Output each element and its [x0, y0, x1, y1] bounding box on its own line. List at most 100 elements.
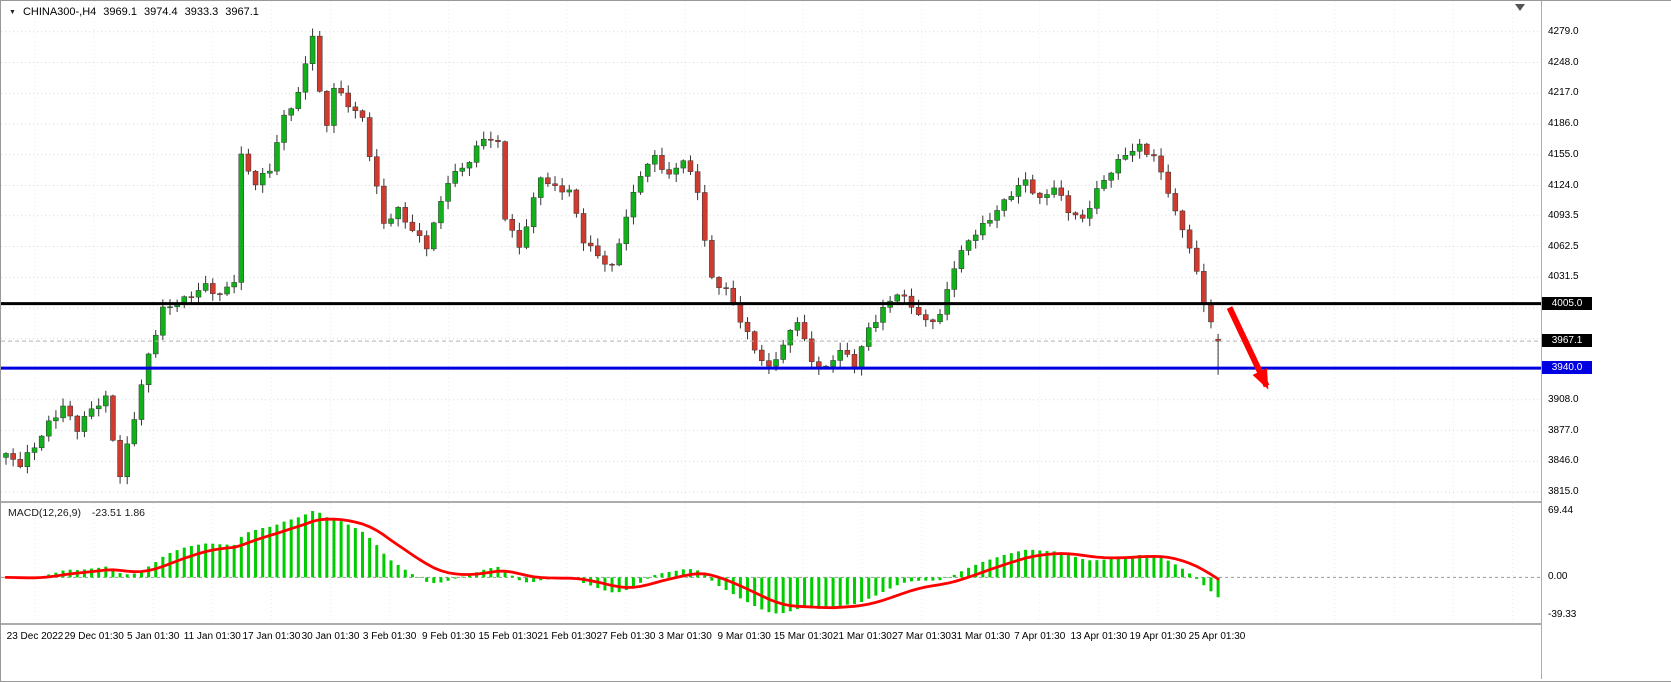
candle [1158, 155, 1164, 173]
candle [509, 218, 515, 231]
candle [345, 92, 351, 108]
symbol-marker-icon: ▼ [9, 8, 16, 16]
time-label: 7 Apr 01:30 [1014, 631, 1066, 642]
time-label: 17 Jan 01:30 [242, 631, 301, 642]
candle [616, 243, 622, 266]
price-plot[interactable] [1, 1, 1541, 501]
main-price-pane[interactable]: ▼ CHINA300-,H4 3969.1 3974.4 3933.3 3967… [1, 1, 1541, 501]
candle [281, 114, 287, 143]
candle [880, 307, 886, 323]
price-tick-label: 4248.0 [1548, 56, 1579, 68]
candle [24, 452, 31, 468]
candle [31, 447, 38, 453]
candle [1186, 229, 1193, 249]
pane-separator[interactable] [1, 501, 1670, 503]
candle [388, 218, 394, 224]
time-label: 9 Feb 01:30 [422, 631, 476, 642]
candle [716, 277, 722, 288]
candle [74, 415, 81, 432]
candle [1094, 188, 1100, 209]
time-label: 11 Jan 01:30 [183, 631, 241, 642]
candle [295, 91, 302, 109]
macd-tick-label: 0.00 [1548, 571, 1568, 583]
price-axis[interactable]: 4279.0 4248.0 4217.0 4186.0 4155.0 4124.0 4093… [1541, 1, 1671, 679]
candle [980, 222, 986, 236]
macd-tick-label: 69.44 [1548, 505, 1574, 516]
time-label: 3 Mar 01:30 [658, 631, 712, 642]
candle [160, 306, 166, 336]
candle [1065, 195, 1072, 214]
symbol-period-label: CHINA300-,H4 [22, 6, 97, 18]
macd-tick-label: -39.33 [1548, 609, 1577, 620]
candle [359, 110, 366, 118]
macd-histogram [11, 511, 1220, 614]
candle [495, 140, 501, 142]
candle [124, 443, 130, 478]
candle [1144, 143, 1150, 155]
macd-indicator-label: MACD(12,26,9) -23.51 1.86 [8, 507, 145, 519]
candle [1022, 179, 1029, 186]
candle [609, 263, 615, 266]
candle [302, 63, 309, 93]
time-label: 15 Mar 01:30 [773, 631, 833, 642]
price-tick-label: 4186.0 [1548, 118, 1579, 130]
time-axis[interactable]: 23 Dec 2022 29 Dec 01:30 5 Jan 01:30 11 Jan… [1, 625, 1541, 653]
trend-arrow[interactable] [1226, 306, 1270, 390]
candle [416, 230, 423, 236]
candle [994, 210, 1000, 221]
candle [1051, 187, 1057, 195]
time-label: 30 Jan 01:30 [301, 631, 360, 642]
candle [1115, 159, 1122, 174]
candle [1208, 304, 1214, 323]
candle [238, 153, 245, 283]
candle [794, 322, 801, 331]
time-label: 21 Mar 01:30 [832, 631, 892, 642]
price-tick-label: 4279.0 [1548, 25, 1579, 37]
candle [17, 459, 24, 468]
macd-signal-line [4, 517, 1220, 610]
candle [431, 222, 437, 250]
candle [452, 171, 458, 184]
candle [1122, 154, 1129, 160]
candle [117, 440, 123, 478]
candle [923, 314, 929, 321]
candle [523, 226, 530, 248]
macd-plot[interactable] [1, 503, 1541, 623]
candle [1165, 171, 1171, 194]
candle [352, 106, 359, 111]
candle [908, 295, 915, 308]
time-label: 5 Jan 01:30 [127, 631, 180, 642]
candle [545, 177, 551, 185]
candle [552, 183, 558, 186]
time-label: 29 Dec 01:30 [64, 631, 124, 642]
time-label: 27 Mar 01:30 [892, 631, 951, 642]
candle [3, 453, 9, 458]
price-tick-label: 4062.5 [1548, 240, 1579, 252]
candle [944, 289, 950, 315]
candle [103, 395, 109, 407]
candle [202, 283, 209, 291]
candle [595, 245, 601, 257]
candle [1087, 208, 1093, 219]
candle [637, 176, 644, 193]
candle [566, 189, 573, 193]
candle [723, 287, 729, 289]
candle [673, 167, 679, 175]
candle [844, 350, 851, 355]
chart-shift-marker-icon[interactable] [1515, 4, 1525, 11]
time-label: 3 Feb 01:30 [362, 631, 417, 642]
candle [894, 294, 900, 302]
candle [1193, 247, 1200, 272]
quote-open: 3969.1 [103, 6, 137, 18]
candle [81, 416, 88, 432]
candle [1215, 338, 1221, 342]
candle [972, 234, 979, 241]
candle [395, 207, 401, 220]
pane-separator-2[interactable] [1, 623, 1670, 625]
price-tag: 4005.0 [1542, 296, 1592, 310]
candle [580, 213, 587, 244]
time-label: 25 Apr 01:30 [1188, 631, 1246, 642]
candle [687, 160, 694, 172]
macd-indicator-pane[interactable]: MACD(12,26,9) -23.51 1.86 [1, 503, 1541, 623]
